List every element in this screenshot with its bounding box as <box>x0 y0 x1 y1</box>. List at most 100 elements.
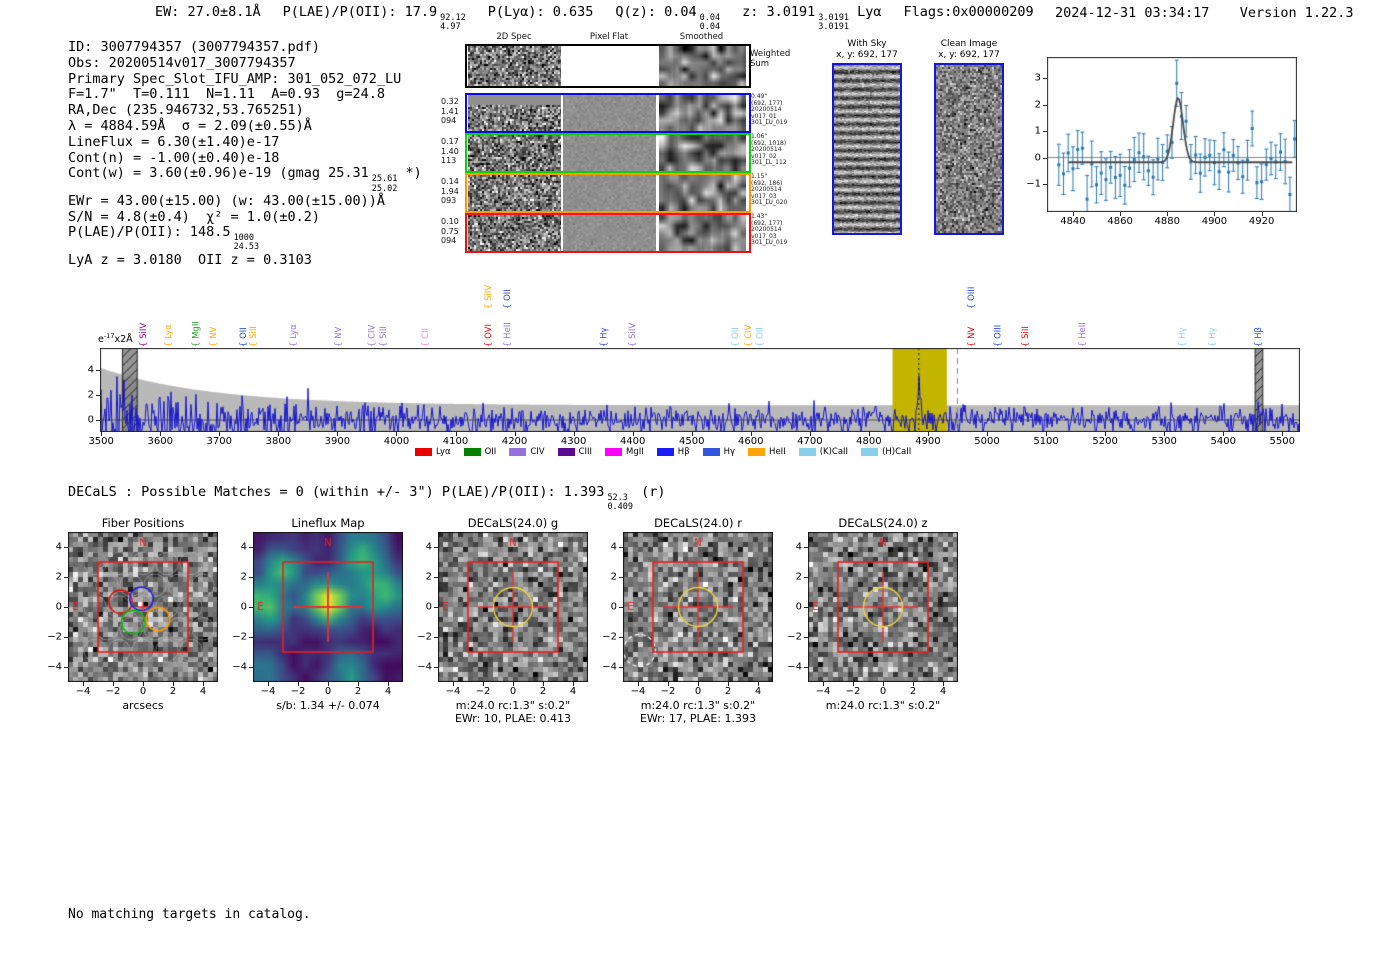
tick-mark <box>434 547 438 548</box>
emission-line-label: { SiII <box>379 326 389 347</box>
with-sky-cutout <box>832 63 902 235</box>
tick-label: 4900 <box>915 436 941 447</box>
tick-mark <box>278 432 280 436</box>
fiber-panel-image <box>68 532 218 682</box>
tick-label: 0 <box>795 601 802 613</box>
panel-xlabel: arcsecs <box>122 699 164 712</box>
tick-mark <box>434 667 438 668</box>
tick-mark <box>1072 212 1074 216</box>
tick-label: 4 <box>569 686 577 697</box>
tick-mark <box>853 682 854 686</box>
tick-label: 4300 <box>560 436 587 447</box>
emission-line-label: { SiII <box>1021 326 1031 347</box>
tick-label: 5200 <box>1092 436 1118 447</box>
tick-mark <box>64 547 68 548</box>
tick-label: 4840 <box>1060 216 1086 227</box>
emission-line-label: { Lyα <box>164 324 174 347</box>
info-line: Cont(w) = 3.60(±0.96)e-19 (gmag 25.31 25.… <box>68 165 422 194</box>
emission-line-label: { OII <box>731 327 741 347</box>
spectrum-unit-label: e-17x2Å <box>98 332 133 346</box>
legend-item: OII <box>463 447 496 457</box>
info-line: ID: 3007794357 (3007794357.pdf) <box>68 39 320 55</box>
tick-label: 2 <box>724 686 732 697</box>
panel-xlabel2: EWr: 10, PLAE: 0.413 <box>454 712 572 725</box>
tick-label: 2 <box>425 571 432 583</box>
tick-label: 4800 <box>856 436 882 447</box>
tick-mark <box>638 682 639 686</box>
tick-label: 5500 <box>1269 436 1296 447</box>
tick-mark <box>691 432 693 436</box>
panel-xlabel: m:24.0 rc:1.3" s:0.2" <box>640 699 756 712</box>
tick-label: −2 <box>232 631 247 643</box>
full-spectrum-plot <box>100 348 1300 432</box>
info-line: Primary Spec_Slot_IFU_AMP: 301_052_072_L… <box>68 70 402 87</box>
panel-xlabel: s/b: 1.34 +/- 0.074 <box>276 699 380 712</box>
legend-item: (H)CaII <box>861 447 911 457</box>
tick-mark <box>83 682 84 686</box>
tick-label: 4 <box>939 686 947 697</box>
emission-line-label: { CIV <box>744 324 754 347</box>
emission-line-label: { Hβ <box>1254 327 1264 347</box>
tick-label: −2 <box>47 631 62 643</box>
tick-label: 2 <box>240 571 247 583</box>
tick-label: 4 <box>87 364 94 376</box>
tick-mark <box>160 432 162 436</box>
legend-swatch <box>656 448 674 456</box>
tick-mark <box>619 577 623 578</box>
tick-label: 0 <box>509 686 517 697</box>
clean-image-cutout <box>934 63 1004 235</box>
tick-label: 4900 <box>1201 216 1228 227</box>
tick-mark <box>809 432 811 436</box>
with-sky-title: With Sky x, y: 692, 177 <box>836 39 898 60</box>
tick-mark <box>619 547 623 548</box>
tick-label: 2 <box>909 686 917 697</box>
emission-line-label: { Lyα <box>289 324 299 347</box>
spec2d-col-title-2: Pixel Flat <box>589 32 629 42</box>
tick-mark <box>453 682 454 686</box>
tick-mark <box>203 682 204 686</box>
clean-image <box>936 65 1002 233</box>
spec2d-col-title-3: Smoothed <box>679 32 724 42</box>
stacked-fraction: 52.3 0.409 <box>607 493 634 513</box>
decals-panel-image <box>808 532 958 682</box>
tick-mark <box>804 577 808 578</box>
tick-label: −4 <box>232 661 247 673</box>
info-line: Cont(n) = -1.00(±0.40)e-18 <box>68 149 280 166</box>
pixel-flat-image <box>563 135 656 171</box>
tick-label: 0 <box>610 601 617 613</box>
tick-mark <box>337 432 339 436</box>
legend-item: MgII <box>605 447 644 457</box>
tick-mark <box>1043 184 1047 185</box>
tick-label: 0 <box>139 686 147 697</box>
tick-mark <box>1043 78 1047 79</box>
footer-notes: No matching targets in catalog. Row inte… <box>68 876 311 953</box>
tick-label: −2 <box>845 686 861 697</box>
emission-line-label: { OIII <box>994 325 1004 347</box>
tick-mark <box>143 682 144 686</box>
tick-mark <box>728 682 729 686</box>
legend-item: HeII <box>748 447 786 457</box>
tick-mark <box>758 682 759 686</box>
emission-line-label: { SiIV <box>139 323 149 347</box>
panel-title: DECaLS(24.0) g <box>467 516 559 530</box>
legend-item: CIII <box>557 447 592 457</box>
emission-line-labels: { SiIV{ Lyα{ MgII{ NV{ OII{ SiII{ Lyα{ N… <box>139 285 1264 347</box>
line-fit-plot <box>1047 57 1297 212</box>
tick-label: 2 <box>169 686 177 697</box>
tick-label: 0 <box>425 601 432 613</box>
tick-mark <box>249 547 253 548</box>
weighted-sum-label: Weighted Sum <box>750 49 791 69</box>
spectrum-legend: Lyα OII CIV CIII MgII Hβ Hγ HeII (K)CaII (H)CaII <box>415 447 911 457</box>
tick-mark <box>1223 432 1225 436</box>
spec2d-row <box>465 133 751 173</box>
legend-swatch <box>748 448 766 456</box>
tick-label: −2 <box>660 686 676 697</box>
tick-label: −4 <box>787 661 802 673</box>
stacked-fraction: 0.04 0.04 <box>699 13 721 33</box>
legend-item: Hβ <box>656 447 690 457</box>
spec2d-row-right-labels: 1.06" (692, 1018) 20200514 v017_02 301_LL_11… <box>751 133 787 167</box>
tick-mark <box>698 682 699 686</box>
tick-label: 1 <box>1034 125 1041 137</box>
decals-panel-image <box>623 532 773 682</box>
